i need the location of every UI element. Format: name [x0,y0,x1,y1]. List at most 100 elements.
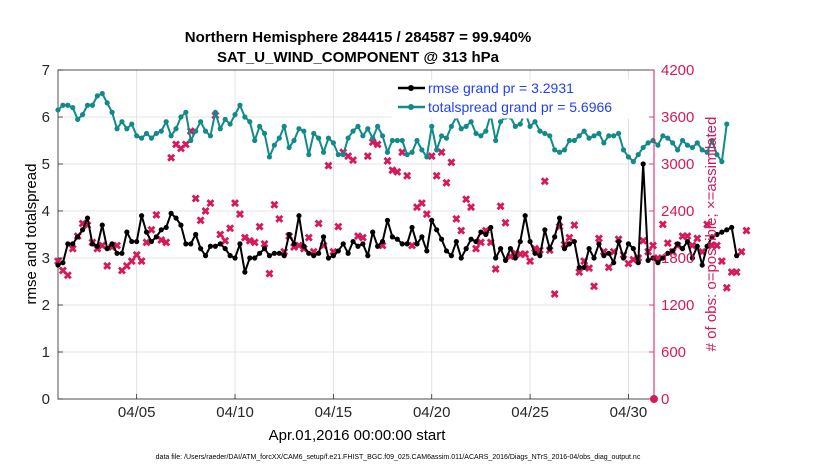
legend-totalspread-label: totalspread grand pr = 5.6966 [428,99,612,115]
rmse-point [635,260,641,266]
totalspread-point [104,100,110,106]
rmse-point [493,255,499,261]
y-tick-label-right: 600 [661,344,686,361]
rmse-point [537,253,543,259]
totalspread-point [198,119,204,125]
rmse-point [714,231,720,238]
obs-assimilated-marker [270,200,279,209]
obs-assimilated-marker [314,219,323,228]
rmse-point [625,241,632,247]
rmse-point [389,234,395,240]
rmse-point [75,234,81,240]
obs-assimilated-marker [142,238,151,247]
rmse-point [665,250,671,256]
totalspread-point [463,123,469,129]
totalspread-point [434,147,440,153]
totalspread-point [217,126,223,132]
obs-assimilated-marker [693,234,702,243]
rmse-point [99,222,105,228]
rmse-point [350,238,356,245]
rmse-point [188,241,194,247]
obs-assimilated-marker [496,202,505,211]
totalspread-point [556,149,563,155]
obs-assimilated-marker [181,140,190,149]
x-tick-label: 04/10 [216,404,254,421]
rmse-point [434,227,440,233]
rmse-point [70,241,76,247]
totalspread-point [148,135,155,141]
rmse-point [55,262,61,268]
obs-assimilated-marker [147,225,156,234]
rmse-point [84,215,91,221]
y-tick-label-right: 1800 [661,250,694,267]
y-axis-left-label: rmse and totalspread [23,164,40,305]
rmse-point [645,257,651,263]
totalspread-point [345,135,351,141]
totalspread-point [655,142,661,148]
obs-assimilated-marker [457,226,466,235]
rmse-point [79,227,86,233]
totalspread-point [330,140,336,146]
totalspread-point [168,133,174,139]
obs-assimilated-marker [639,236,648,245]
obs-assimilated-marker [604,263,613,272]
y-tick-label-left: 0 [42,391,50,408]
legend-rmse-label: rmse grand pr = 3.2931 [428,80,574,96]
legend: rmse grand pr = 3.2931 totalspread grand… [391,79,649,119]
rmse-point [330,253,336,259]
rmse-point [232,255,238,261]
totalspread-point [306,152,312,158]
totalspread-point [70,105,76,111]
rmse-point [409,224,415,231]
totalspread-point [611,133,617,139]
totalspread-point [675,147,681,153]
obs-assimilated-marker [417,199,426,208]
totalspread-point [404,152,410,158]
rmse-point [488,224,494,231]
rmse-point [734,253,740,259]
obs-assimilated-marker [363,152,372,161]
obs-assimilated-marker [196,216,205,225]
totalspread-point [124,126,130,132]
obs-assimilated-marker [265,269,274,278]
obs-assimilated-marker [334,222,343,231]
y-tick-label-left: 2 [42,297,50,314]
obs-assimilated-marker [245,236,254,245]
y-tick-label-right: 2400 [661,203,694,220]
totalspread-point [271,142,277,148]
rmse-point [468,236,474,242]
totalspread-point [94,93,100,99]
obs-assimilated-marker [452,214,461,223]
y-tick-label-left: 1 [42,344,50,361]
totalspread-point [370,135,376,141]
totalspread-point [630,159,636,165]
rmse-point [104,246,110,252]
y-axis-right-label: # of obs: o=possible; ×=assimilated [703,117,720,352]
rmse-point [586,246,592,252]
legend-box [391,79,649,119]
rmse-point [173,215,179,221]
totalspread-point [620,147,627,153]
rmse-point [424,248,430,254]
rmse-point [566,241,573,247]
rmse-point [458,255,464,261]
obs-assimilated-marker [585,264,594,273]
obs-assimilated-marker [712,241,721,250]
y-tick-label-left: 6 [42,109,50,126]
rmse-point [306,250,312,256]
x-tick-label: 04/25 [511,404,549,421]
totalspread-point [252,137,258,144]
totalspread-point [114,126,120,132]
rmse-point [483,231,489,238]
totalspread-point [645,140,651,146]
totalspread-point [188,137,194,144]
totalspread-point [389,137,395,144]
obs-assimilated-marker [590,282,599,291]
totalspread-point [325,135,332,141]
x-tick-label: 04/20 [413,404,451,421]
obs-assimilated-marker [388,166,397,175]
rmse-point [375,243,381,249]
rmse-point [394,236,400,242]
totalspread-point [193,128,199,134]
totalspread-point [227,121,233,127]
